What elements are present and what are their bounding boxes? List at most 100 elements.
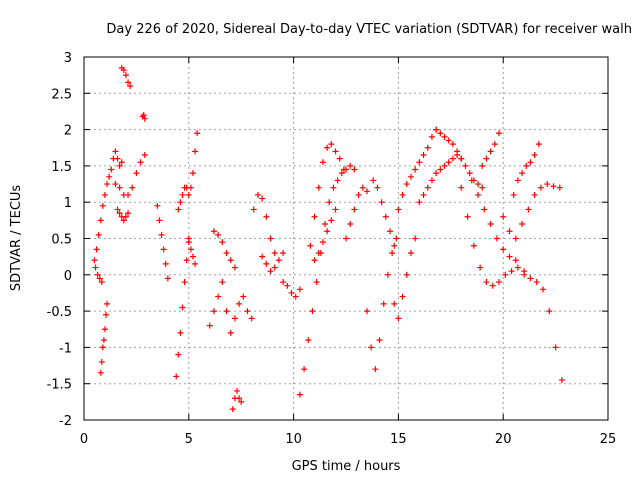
- data-point: [183, 257, 190, 264]
- data-point: [332, 206, 339, 213]
- data-point: [98, 358, 105, 365]
- data-point: [301, 366, 308, 373]
- y-tick-label: 1.5: [51, 160, 72, 175]
- data-point: [98, 279, 105, 286]
- series-trace-1: [91, 148, 125, 264]
- data-point: [96, 275, 103, 282]
- data-point: [97, 217, 104, 224]
- data-point: [311, 257, 318, 264]
- data-point: [322, 220, 329, 227]
- x-tick-label: 10: [285, 432, 302, 447]
- data-point: [114, 206, 121, 213]
- data-point: [215, 293, 222, 300]
- data-point: [537, 184, 544, 191]
- y-tick-label: -1.5: [47, 378, 72, 393]
- data-point: [326, 199, 333, 206]
- y-tick-label: 1: [64, 196, 72, 211]
- series-trace-25: [391, 235, 419, 322]
- data-point: [525, 206, 532, 213]
- series-trace-11: [187, 130, 201, 191]
- data-point: [454, 152, 461, 159]
- data-point: [311, 213, 318, 220]
- series-trace-3: [97, 300, 111, 376]
- data-point: [359, 184, 366, 191]
- data-point: [103, 311, 110, 318]
- data-point: [487, 220, 494, 227]
- series-trace-12: [185, 235, 199, 267]
- data-point: [160, 246, 167, 253]
- series-trace-19: [296, 162, 358, 398]
- data-point: [334, 177, 341, 184]
- data-point: [556, 184, 563, 191]
- data-point: [521, 271, 528, 278]
- data-point: [514, 264, 521, 271]
- series-trace-21: [311, 206, 339, 264]
- data-point: [558, 377, 565, 384]
- data-point: [428, 177, 435, 184]
- data-point: [179, 191, 186, 198]
- data-point: [133, 170, 140, 177]
- data-point: [493, 235, 500, 242]
- series-trace-34: [521, 271, 565, 384]
- data-point: [125, 191, 132, 198]
- series-trace-17: [259, 250, 287, 275]
- y-axis-label: SDTVAR / TECUs: [9, 185, 24, 292]
- series-trace-33: [510, 141, 542, 198]
- data-point: [378, 199, 385, 206]
- data-point: [343, 235, 349, 242]
- data-point: [319, 159, 326, 166]
- data-point: [449, 141, 456, 148]
- data-point: [489, 282, 496, 289]
- data-point: [120, 217, 127, 224]
- data-point: [508, 268, 515, 275]
- data-point: [116, 162, 123, 169]
- data-point: [210, 308, 217, 315]
- data-point: [500, 213, 507, 220]
- data-point: [328, 217, 335, 224]
- data-point: [399, 293, 406, 300]
- data-point: [194, 130, 201, 137]
- data-point: [491, 141, 498, 148]
- data-point: [416, 159, 423, 166]
- data-point: [97, 369, 104, 376]
- data-point: [187, 246, 194, 253]
- data-point: [223, 308, 230, 315]
- data-point: [309, 308, 316, 315]
- data-point: [179, 304, 186, 311]
- data-point: [296, 286, 303, 293]
- data-point: [173, 373, 180, 380]
- data-point: [370, 177, 377, 184]
- data-point: [470, 242, 477, 249]
- data-point: [475, 181, 482, 188]
- data-point: [263, 213, 270, 220]
- data-point: [175, 206, 182, 213]
- data-point: [254, 191, 261, 198]
- y-tick-label: 3: [64, 51, 72, 66]
- data-point: [313, 279, 320, 286]
- data-point: [328, 141, 335, 148]
- data-point: [496, 279, 503, 286]
- data-point: [412, 166, 419, 173]
- data-point: [330, 184, 337, 191]
- data-point: [234, 387, 241, 394]
- chart-title: Day 226 of 2020, Sidereal Day-to-day VTE…: [106, 22, 632, 37]
- data-point: [118, 159, 125, 166]
- data-point: [512, 257, 519, 264]
- data-point: [288, 289, 295, 296]
- y-tick-label: -2: [59, 414, 72, 429]
- data-point: [512, 235, 519, 242]
- data-point: [185, 235, 192, 242]
- data-point: [116, 184, 123, 191]
- data-point: [483, 279, 490, 286]
- data-point: [510, 191, 517, 198]
- data-point: [483, 155, 490, 162]
- data-point: [187, 184, 194, 191]
- data-point: [263, 260, 270, 267]
- data-point: [215, 231, 222, 238]
- data-point: [101, 326, 108, 333]
- data-point: [185, 191, 192, 198]
- x-axis-label: GPS time / hours: [292, 459, 401, 474]
- data-point: [506, 228, 513, 235]
- x-tick-label: 0: [80, 432, 88, 447]
